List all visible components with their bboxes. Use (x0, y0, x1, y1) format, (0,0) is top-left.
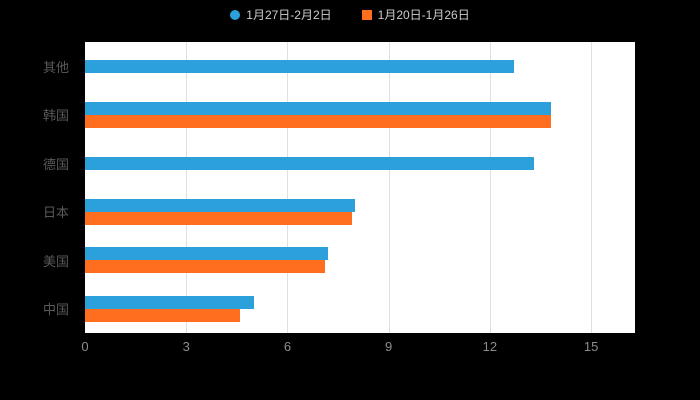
gridline (388, 42, 390, 333)
bar-row (85, 139, 635, 188)
gridline (186, 42, 188, 333)
bar-series-week1 (85, 211, 352, 225)
bar-series-week2 (85, 101, 551, 115)
gridline (489, 42, 491, 333)
x-axis-label: 6 (283, 339, 292, 354)
gridline (287, 42, 289, 333)
bar-series-week2 (85, 198, 355, 212)
bar-series-week1 (85, 114, 551, 128)
legend-label-week1: 1月20日-1月26日 (377, 8, 470, 22)
legend-marker-square-icon (361, 9, 372, 20)
legend: 1月27日-2月2日 1月20日-1月26日 (0, 6, 700, 23)
bar-row (85, 236, 635, 285)
y-axis-label: 美国 (42, 253, 69, 269)
x-axis-label: 9 (385, 339, 393, 354)
bar-series-week1 (85, 260, 325, 274)
bar-row (85, 42, 635, 91)
bar-row (85, 285, 635, 334)
y-axis-label: 其他 (42, 59, 69, 75)
y-axis-label: 德国 (42, 156, 69, 172)
bar-row (85, 91, 635, 140)
y-axis-label: 韩国 (42, 108, 69, 124)
x-axis-label: 0 (81, 339, 89, 354)
x-axis-label: 12 (482, 339, 498, 354)
legend-label-week2: 1月27日-2月2日 (246, 8, 332, 22)
y-axis-labels: 其他韩国德国日本美国中国 (0, 42, 77, 333)
bar-series-week1 (85, 308, 241, 322)
x-axis-label: 3 (182, 339, 190, 354)
legend-marker-circle-icon (230, 9, 241, 20)
legend-item-week1[interactable]: 1月20日-1月26日 (361, 6, 470, 23)
x-axis-labels: 0 3 6 9 12 15 (81, 339, 635, 357)
y-axis-label: 日本 (42, 205, 69, 221)
bar-series-week2 (85, 59, 514, 73)
y-axis-label: 中国 (42, 302, 69, 318)
bar-row (85, 188, 635, 237)
gridline (591, 42, 593, 333)
bar-series-week2 (85, 295, 254, 309)
x-axis-label: 15 (583, 339, 599, 354)
legend-item-week2[interactable]: 1月27日-2月2日 (230, 6, 332, 23)
bar-series-week2 (85, 156, 534, 170)
plot-area (85, 42, 635, 333)
bar-series-week2 (85, 247, 328, 261)
